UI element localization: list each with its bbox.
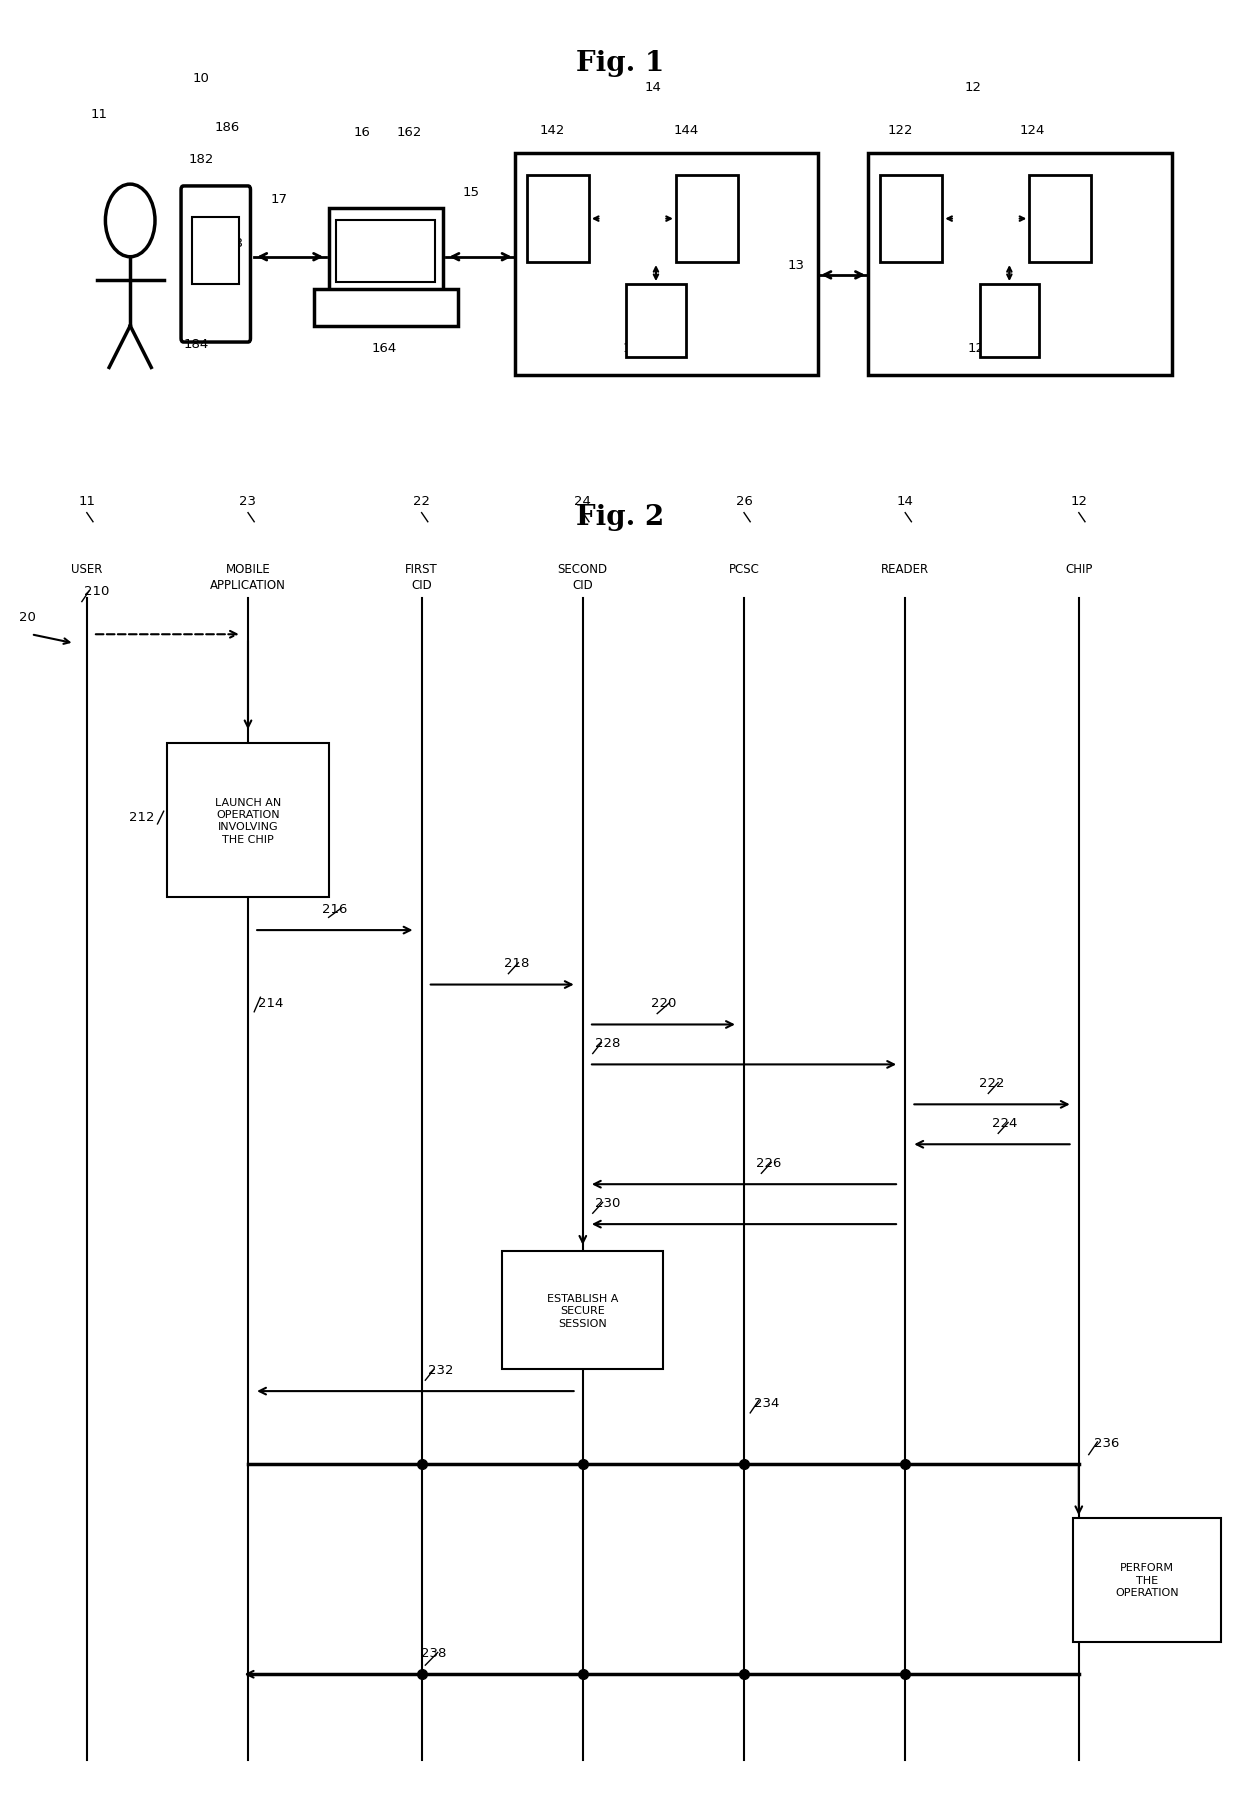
Text: 226: 226	[756, 1156, 781, 1170]
Bar	[1029, 176, 1091, 263]
Text: 14: 14	[897, 495, 914, 508]
Bar	[336, 221, 435, 283]
Bar	[192, 218, 239, 285]
Text: 236: 236	[1094, 1435, 1118, 1449]
Text: 124: 124	[1019, 123, 1044, 138]
Text: 16: 16	[353, 125, 371, 140]
Text: 186: 186	[215, 120, 239, 134]
Text: 220: 220	[651, 996, 676, 1010]
Text: 23: 23	[239, 495, 257, 508]
Text: 20: 20	[19, 610, 36, 624]
Text: 182: 182	[188, 152, 213, 167]
Text: USER: USER	[71, 562, 103, 575]
Text: 216: 216	[322, 902, 347, 916]
Text: SECOND
CID: SECOND CID	[558, 562, 608, 591]
Text: 212: 212	[129, 811, 155, 824]
Text: READER: READER	[882, 562, 929, 575]
Text: 234: 234	[754, 1395, 779, 1409]
Text: Fig. 2: Fig. 2	[575, 504, 665, 530]
Text: 184: 184	[184, 337, 208, 352]
Text: ESTABLISH A
SECURE
SESSION: ESTABLISH A SECURE SESSION	[547, 1293, 619, 1328]
Text: 146: 146	[622, 341, 647, 356]
Bar	[515, 154, 818, 375]
Text: 224: 224	[992, 1116, 1017, 1130]
Text: 126: 126	[967, 341, 992, 356]
Text: PERFORM
THE
OPERATION: PERFORM THE OPERATION	[1115, 1562, 1179, 1598]
Bar	[167, 744, 329, 898]
Text: 17: 17	[270, 192, 288, 207]
Text: 10: 10	[192, 71, 210, 85]
Text: MOBILE
APPLICATION: MOBILE APPLICATION	[210, 562, 286, 591]
Text: 210: 210	[84, 584, 109, 599]
Text: 162: 162	[397, 125, 422, 140]
Text: 14: 14	[645, 80, 662, 94]
Text: 222: 222	[980, 1076, 1004, 1090]
Text: FIRST
CID: FIRST CID	[405, 562, 438, 591]
Bar	[1073, 1518, 1221, 1642]
Bar	[314, 290, 458, 327]
Text: 214: 214	[258, 996, 283, 1010]
Text: Fig. 1: Fig. 1	[575, 51, 665, 76]
Bar	[676, 176, 738, 263]
Text: 144: 144	[673, 123, 698, 138]
Text: 164: 164	[372, 341, 397, 356]
Bar	[502, 1252, 663, 1370]
Text: 24: 24	[574, 495, 591, 508]
Text: 12: 12	[965, 80, 982, 94]
Text: 15: 15	[463, 185, 480, 200]
Text: 13: 13	[787, 258, 805, 272]
FancyBboxPatch shape	[181, 187, 250, 343]
Text: 218: 218	[505, 956, 529, 970]
Bar	[868, 154, 1172, 375]
Text: 142: 142	[539, 123, 564, 138]
Text: 230: 230	[595, 1195, 620, 1210]
Text: 232: 232	[428, 1362, 454, 1377]
Bar	[980, 285, 1039, 357]
Bar	[880, 176, 942, 263]
Text: 122: 122	[888, 123, 914, 138]
Text: LAUNCH AN
OPERATION
INVOLVING
THE CHIP: LAUNCH AN OPERATION INVOLVING THE CHIP	[215, 796, 281, 845]
Text: 11: 11	[91, 107, 108, 122]
Text: 228: 228	[595, 1036, 620, 1050]
Text: 12: 12	[1070, 495, 1087, 508]
Bar	[329, 209, 443, 296]
Text: 238: 238	[422, 1645, 446, 1660]
Text: 22: 22	[413, 495, 430, 508]
Text: 26: 26	[735, 495, 753, 508]
Text: PCSC: PCSC	[729, 562, 759, 575]
Text: 11: 11	[78, 495, 95, 508]
Text: 18: 18	[227, 236, 244, 250]
Bar	[527, 176, 589, 263]
Text: CHIP: CHIP	[1065, 562, 1092, 575]
Bar	[626, 285, 686, 357]
